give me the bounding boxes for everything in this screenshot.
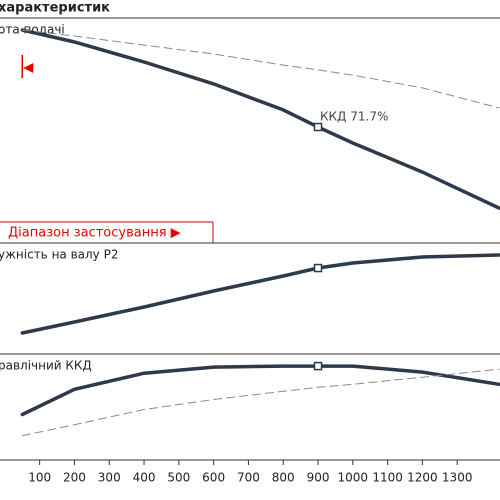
duty-point	[313, 263, 323, 273]
duty-point	[313, 361, 323, 371]
panel-label: равлічний ККД	[0, 359, 92, 373]
x-tick-label: 1000	[338, 471, 369, 485]
x-tick-label: 800	[272, 471, 295, 485]
x-tick-label: 100	[28, 471, 51, 485]
x-tick-label: 1100	[372, 471, 403, 485]
x-tick-label: 500	[167, 471, 190, 485]
reference-curve	[21, 29, 500, 109]
x-tick-label: 1200	[407, 471, 438, 485]
curve	[20, 364, 500, 417]
x-tick-label: 300	[98, 471, 121, 485]
efficiency-annotation: ККД 71.7%	[320, 110, 388, 124]
panel-label: ужність на валу P2	[0, 248, 118, 262]
x-tick-label: 1300	[442, 471, 473, 485]
x-tick-label: 600	[202, 471, 225, 485]
reference-curve	[21, 368, 500, 437]
duty-point	[313, 122, 323, 132]
x-tick-label: 200	[63, 471, 86, 485]
x-tick-label: 400	[133, 471, 156, 485]
panel-label: ота подачі	[0, 23, 65, 37]
curve	[20, 28, 500, 210]
range-annotation: Діапазон застосування ▶	[8, 226, 181, 241]
range-arrow	[23, 63, 34, 73]
x-tick-label: 900	[307, 471, 330, 485]
page-title: характеристик	[0, 1, 110, 16]
x-tick-label: 700	[237, 471, 260, 485]
curve	[20, 253, 500, 335]
